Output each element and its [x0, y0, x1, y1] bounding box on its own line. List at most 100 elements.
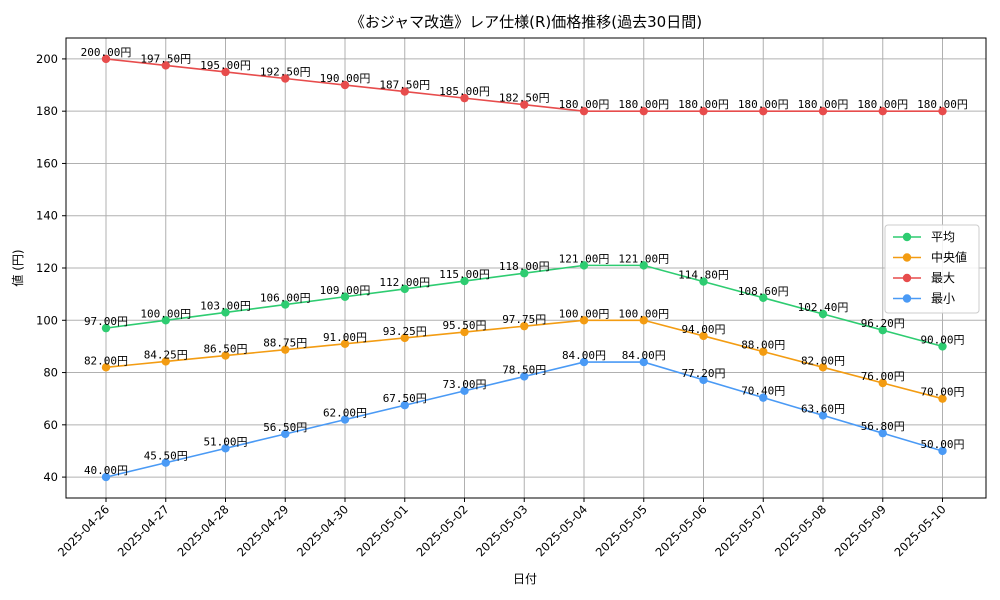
data-label: 103.00円	[200, 299, 251, 312]
data-label: 100.00円	[559, 307, 610, 320]
data-point	[400, 284, 409, 294]
data-label: 180.00円	[678, 98, 729, 111]
y-tick-label: 160	[36, 156, 58, 170]
data-label: 76.00円	[861, 370, 905, 383]
data-label: 182.50円	[499, 92, 550, 105]
y-tick-label: 120	[36, 261, 58, 275]
legend-box	[884, 224, 980, 314]
data-point	[340, 339, 350, 348]
data-point	[101, 363, 111, 372]
data-label: 94.00円	[681, 323, 725, 336]
data-point	[579, 106, 589, 116]
data-point	[878, 106, 887, 116]
data-point	[639, 357, 648, 367]
data-point	[699, 277, 708, 286]
data-label: 45.50円	[144, 450, 188, 463]
data-point	[340, 80, 350, 90]
data-point	[878, 378, 887, 388]
data-point	[101, 323, 111, 333]
data-point	[759, 347, 768, 356]
x-tick-label: 2025-05-01	[354, 502, 411, 559]
data-label: 118.00円	[499, 260, 550, 273]
data-point	[400, 87, 409, 96]
y-axis-label: 値 (円)	[10, 249, 25, 286]
data-point	[759, 393, 768, 402]
data-point	[400, 333, 409, 343]
x-axis-label: 日付	[513, 572, 537, 586]
data-label: 70.00円	[920, 386, 964, 399]
data-label: 112.00円	[379, 276, 430, 289]
data-point	[579, 357, 589, 367]
y-tick-label: 140	[36, 209, 58, 223]
chart-title: 《おジャマ改造》レア仕様(R)価格推移(過去30日間)	[350, 13, 702, 31]
data-point	[938, 106, 947, 116]
data-label: 88.00円	[741, 339, 785, 352]
x-axis: 2025-04-26 2025-04-27 2025-04-28 2025-04-29…	[55, 498, 949, 559]
data-point	[938, 394, 947, 403]
data-point	[460, 93, 469, 103]
data-point	[878, 326, 887, 335]
data-label: 200.00円	[81, 46, 132, 59]
data-point	[759, 106, 768, 116]
data-point	[340, 415, 350, 424]
legend-label: 最小	[931, 292, 955, 306]
data-label: 115.00円	[439, 268, 490, 281]
data-point	[460, 276, 469, 286]
data-point	[579, 261, 589, 270]
data-point	[161, 316, 170, 325]
data-label: 192.50円	[260, 66, 311, 79]
data-label: 86.50円	[203, 343, 247, 356]
data-point	[460, 386, 469, 396]
data-label: 91.00円	[323, 331, 367, 344]
data-point	[818, 309, 828, 319]
legend-marker	[902, 294, 912, 303]
y-tick-label: 60	[43, 418, 58, 432]
legend-label: 最大	[931, 271, 955, 285]
legend-label: 中央値	[931, 250, 967, 265]
data-label: 82.00円	[801, 354, 845, 367]
data-point	[460, 327, 469, 337]
data-point	[221, 444, 230, 453]
data-label: 40.00円	[84, 464, 128, 477]
x-tick-label: 2025-05-03	[473, 502, 530, 559]
data-point	[938, 446, 947, 456]
y-tick-label: 100	[36, 313, 58, 327]
x-tick-label: 2025-05-06	[652, 502, 709, 559]
data-label: 63.60円	[801, 402, 845, 415]
data-point	[221, 308, 230, 317]
data-label: 180.00円	[857, 98, 908, 111]
data-point	[101, 472, 111, 482]
data-label: 108.60円	[738, 285, 789, 298]
x-tick-label: 2025-05-07	[712, 502, 769, 559]
data-label: 56.80円	[861, 420, 905, 433]
data-label: 197.50円	[140, 52, 191, 65]
data-label: 78.50円	[502, 363, 546, 376]
data-label: 100.00円	[618, 307, 669, 320]
data-label: 190.00円	[320, 72, 371, 85]
x-tick-label: 2025-04-29	[234, 502, 291, 559]
data-point	[161, 458, 170, 467]
data-label: 106.00円	[260, 292, 311, 305]
data-point	[639, 316, 648, 325]
data-label: 195.00円	[200, 59, 251, 72]
data-label: 97.00円	[84, 315, 128, 328]
data-label: 187.50円	[379, 79, 430, 92]
data-point	[221, 67, 230, 77]
data-label: 73.00円	[442, 378, 486, 391]
data-label: 77.20円	[681, 367, 725, 380]
data-point	[878, 428, 887, 438]
x-tick-label: 2025-05-05	[593, 502, 650, 559]
data-label: 88.75円	[263, 337, 307, 350]
y-tick-label: 180	[36, 104, 58, 118]
data-label: 51.00円	[203, 435, 247, 448]
data-point	[699, 106, 708, 116]
data-point	[281, 429, 290, 439]
data-label: 90.00円	[920, 333, 964, 346]
data-point	[161, 357, 170, 366]
x-tick-label: 2025-05-02	[413, 502, 470, 559]
data-point	[520, 321, 529, 331]
data-label: 109.00円	[320, 284, 371, 297]
x-tick-label: 2025-05-04	[533, 502, 590, 559]
data-label: 97.75円	[502, 313, 546, 326]
